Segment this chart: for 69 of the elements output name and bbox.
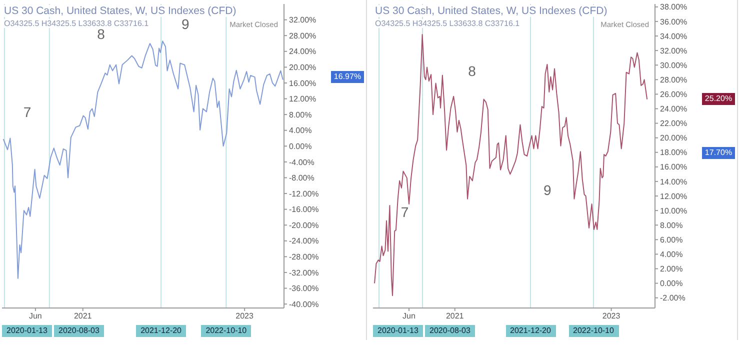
y-tick-label: 20.00% <box>660 134 688 143</box>
text: 25.20% <box>702 93 735 105</box>
ref-line-label: 2021-12-20 <box>506 325 556 337</box>
y-tick-label: 2.00% <box>660 264 683 274</box>
y-tick-label: -8.00% <box>289 174 314 183</box>
y-tick-label: 32.00% <box>660 46 688 56</box>
y-tick-label: 22.00% <box>660 119 688 128</box>
text: 17.70% <box>702 147 735 159</box>
y-tick-label: 38.00% <box>660 2 688 12</box>
annotation: 9 <box>182 16 190 32</box>
x-tick-label: 2023 <box>602 312 621 321</box>
annotation: 8 <box>97 26 105 42</box>
chart-title: US 30 Cash, United States, W, US Indexes (CFD) <box>4 5 236 17</box>
y-tick-label: 32.00% <box>289 16 316 25</box>
y-tick-label: 34.00% <box>660 32 688 41</box>
annotation: 7 <box>23 104 32 120</box>
y-tick-label: 30.00% <box>660 60 688 70</box>
y-tick-label: -16.00% <box>289 205 319 214</box>
y-tick-label: 10.00% <box>660 206 688 216</box>
annotation: O34325.5 H34325.5 L33633.8 C33716.1 <box>4 19 149 28</box>
ref-line-label: 2020-01-13 <box>2 325 52 337</box>
y-tick-label: 24.00% <box>289 47 316 56</box>
ref-line-label: 2020-01-13 <box>373 325 423 337</box>
y-tick-label: -2.00% <box>660 294 686 303</box>
y-tick-label: -28.00% <box>289 252 319 262</box>
ref-line-label: 2021-12-20 <box>136 325 186 337</box>
y-tick-label: 16.00% <box>660 162 688 172</box>
annotation: 7 <box>400 204 409 220</box>
y-tick-label: 20.00% <box>289 63 316 72</box>
y-tick-label: -36.00% <box>289 284 319 294</box>
y-tick-label: 0.00% <box>660 279 683 288</box>
y-tick-label: 36.00% <box>660 17 688 26</box>
x-tick-label: 2021 <box>446 312 464 321</box>
y-tick-label: 16.00% <box>289 78 316 88</box>
x-tick-label: Jun <box>402 312 416 321</box>
ref-line-label: 2020-08-03 <box>54 325 104 337</box>
y-tick-label: 24.00% <box>660 104 688 114</box>
y-tick-label: 14.00% <box>660 177 688 186</box>
annotation: O34325.5 H34325.5 L33633.8 C33716.1 <box>375 19 520 28</box>
y-tick-label: 28.00% <box>660 75 688 84</box>
text: 16.97% <box>331 71 364 83</box>
chart-title: US 30 Cash, United States, W, US Indexes (CFD) <box>375 5 608 17</box>
annotation: 8 <box>468 63 476 79</box>
x-tick-label: 2023 <box>236 312 254 321</box>
y-tick-label: 28.00% <box>289 31 316 40</box>
y-tick-label: 8.00% <box>289 110 312 120</box>
y-tick-label: -40.00% <box>289 300 319 309</box>
y-tick-label: 4.00% <box>660 250 683 260</box>
x-tick-label: 2021 <box>74 312 92 321</box>
y-tick-label: 18.00% <box>660 148 688 158</box>
ref-line-label: 2022-10-10 <box>201 325 252 337</box>
line-series <box>374 34 648 296</box>
x-tick-label: Jun <box>28 312 42 321</box>
ref-line-label: 2022-10-10 <box>568 325 618 337</box>
y-tick-label: -12.00% <box>289 189 319 198</box>
y-tick-label: 12.00% <box>289 94 316 104</box>
y-tick-label: 12.00% <box>660 192 688 201</box>
y-tick-label: -32.00% <box>289 268 319 278</box>
y-tick-label: -24.00% <box>289 236 319 246</box>
ref-line-label: 2020-08-03 <box>425 325 475 337</box>
line-series <box>2 40 284 279</box>
y-tick-label: -4.00% <box>289 158 314 167</box>
y-tick-label: 0.00% <box>289 142 312 151</box>
y-tick-label: 6.00% <box>660 235 683 244</box>
y-tick-label: 4.00% <box>289 126 312 136</box>
y-tick-label: 26.00% <box>660 90 688 100</box>
annotation: 9 <box>544 182 552 198</box>
y-tick-label: -20.00% <box>289 220 319 230</box>
y-tick-label: 8.00% <box>660 220 683 230</box>
